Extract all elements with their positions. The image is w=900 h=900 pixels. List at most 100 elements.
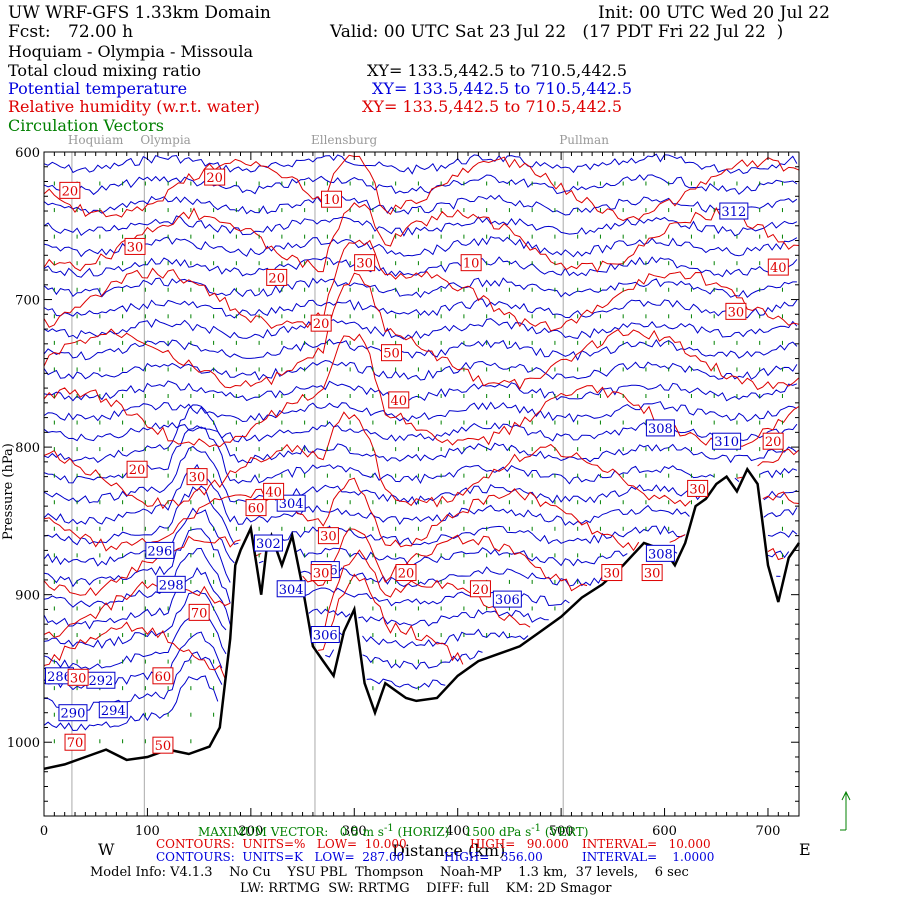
y-tick-label: 800 (15, 441, 40, 456)
rh-contour-high: HIGH= 90.000 (470, 837, 569, 851)
theta-label-box (58, 704, 88, 722)
rh-label-box (767, 258, 789, 276)
theta-label: 298 (159, 578, 184, 593)
rh-contour-line (43, 477, 800, 552)
theta-contour-line (43, 256, 798, 278)
rh-label-box (469, 580, 491, 598)
y-tick-label: 600 (15, 146, 40, 161)
theta-label: 304 (279, 497, 304, 512)
theta-contour-line (43, 425, 798, 485)
rh-label: 20 (129, 463, 146, 478)
theta-contour-line (43, 401, 798, 423)
rh-label: 40 (390, 394, 407, 409)
theta-contour-line (43, 485, 798, 546)
rh-label: 30 (689, 482, 706, 497)
field-xy-rh: XY= 133.5,442.5 to 710.5,442.5 (362, 97, 623, 116)
theta-contour-line (43, 675, 219, 732)
theta-label: 306 (313, 629, 338, 644)
theta-contour-line (43, 174, 798, 196)
rh-label-box (641, 564, 663, 582)
rh-label-box (124, 237, 146, 255)
rh-label: 60 (155, 670, 172, 685)
theta-label: 308 (648, 547, 673, 562)
rh-label-box (395, 564, 417, 582)
domain-title: UW WRF-GFS 1.33km Domain (8, 3, 271, 23)
rh-label-box (317, 527, 339, 545)
rh-label-box (381, 344, 403, 362)
theta-contour-line (43, 236, 798, 258)
rh-label: 20 (62, 184, 79, 199)
location-labels: Hoquiam Olympia Ellensburg Pullman (68, 133, 609, 147)
west-label: W (98, 840, 115, 859)
rh-label-box (126, 460, 148, 478)
rh-label: 30 (644, 567, 661, 582)
circulation-vectors (53, 181, 783, 744)
theta-contour-line (43, 359, 798, 381)
rh-label: 30 (320, 530, 337, 545)
location-label: Hoquiam (68, 133, 124, 147)
rh-label-box (460, 254, 482, 272)
theta-label-box (253, 534, 283, 552)
theta-label-box (98, 701, 128, 719)
field-label-rh: Relative humidity (w.r.t. water) (8, 97, 260, 116)
theta-contour-line (43, 404, 798, 464)
y-tick-label: 700 (15, 294, 40, 309)
rh-label: 30 (189, 471, 206, 486)
rh-label: 40 (770, 261, 787, 276)
theta-label: 310 (714, 435, 739, 450)
theta-label-box (645, 544, 675, 562)
theta-label: 294 (101, 704, 126, 719)
rh-label: 20 (472, 583, 489, 598)
contour-labels: 2862902922942962983023043043063063063083… (45, 168, 789, 754)
rh-label: 20 (268, 271, 285, 286)
rh-label-box (310, 314, 332, 332)
rh-label: 40 (265, 485, 282, 500)
rh-contour-line (43, 154, 800, 222)
theta-label-box (145, 541, 175, 559)
theta-contour-line (43, 338, 798, 361)
y-tick-label: 1000 (7, 736, 40, 751)
forecast-label: Fcst: (8, 22, 51, 42)
x-tick-label: 500 (549, 824, 574, 839)
rh-label: 20 (398, 567, 415, 582)
location-label: Olympia (140, 133, 191, 147)
rh-label-box (388, 391, 410, 409)
rh-label: 20 (765, 435, 782, 450)
rh-label-box (263, 482, 285, 500)
theta-contour-line (43, 215, 798, 237)
rh-label-box (245, 499, 267, 517)
theta-label-box (310, 626, 340, 644)
rh-contour-line (43, 333, 800, 449)
field-label-vectors: Circulation Vectors (8, 116, 164, 135)
theta-contour-line (43, 380, 798, 402)
theta-label: 306 (495, 593, 520, 608)
theta-contour-line (43, 589, 529, 649)
east-label: E (799, 840, 811, 859)
theta-contour-line (43, 277, 797, 299)
route-title: Hoquiam - Olympia - Missoula (8, 42, 253, 61)
rh-label: 30 (604, 567, 621, 582)
forecast-hour: 72.00 h (68, 22, 134, 42)
rh-label-box (152, 667, 174, 685)
rh-label: 10 (463, 257, 480, 272)
theta-label: 304 (279, 583, 304, 598)
theta-label-box (276, 494, 306, 512)
rh-label-box (310, 564, 332, 582)
x-tick-label: 200 (238, 824, 263, 839)
theta-contour-high: HIGH= 356.00 (444, 850, 543, 864)
rh-label-box (67, 668, 89, 686)
rh-label-box (64, 733, 86, 751)
rh-label-box (687, 479, 709, 497)
rh-contour-interval: INTERVAL= 10.000 (582, 837, 711, 851)
terrain-line (43, 466, 801, 771)
rh-contour-line (43, 202, 800, 273)
rh-label-box (266, 268, 288, 286)
rh-label-box (186, 468, 208, 486)
vector-arrow-icon (840, 790, 851, 831)
rh-label: 20 (206, 171, 223, 186)
rh-label-box (762, 432, 784, 450)
x-tick-label: 700 (756, 824, 781, 839)
valid-time: Valid: 00 UTC Sat 23 Jul 22 (17 PDT Fri … (330, 22, 784, 42)
rh-label: 20 (313, 317, 330, 332)
rh-contour-line (43, 528, 784, 597)
